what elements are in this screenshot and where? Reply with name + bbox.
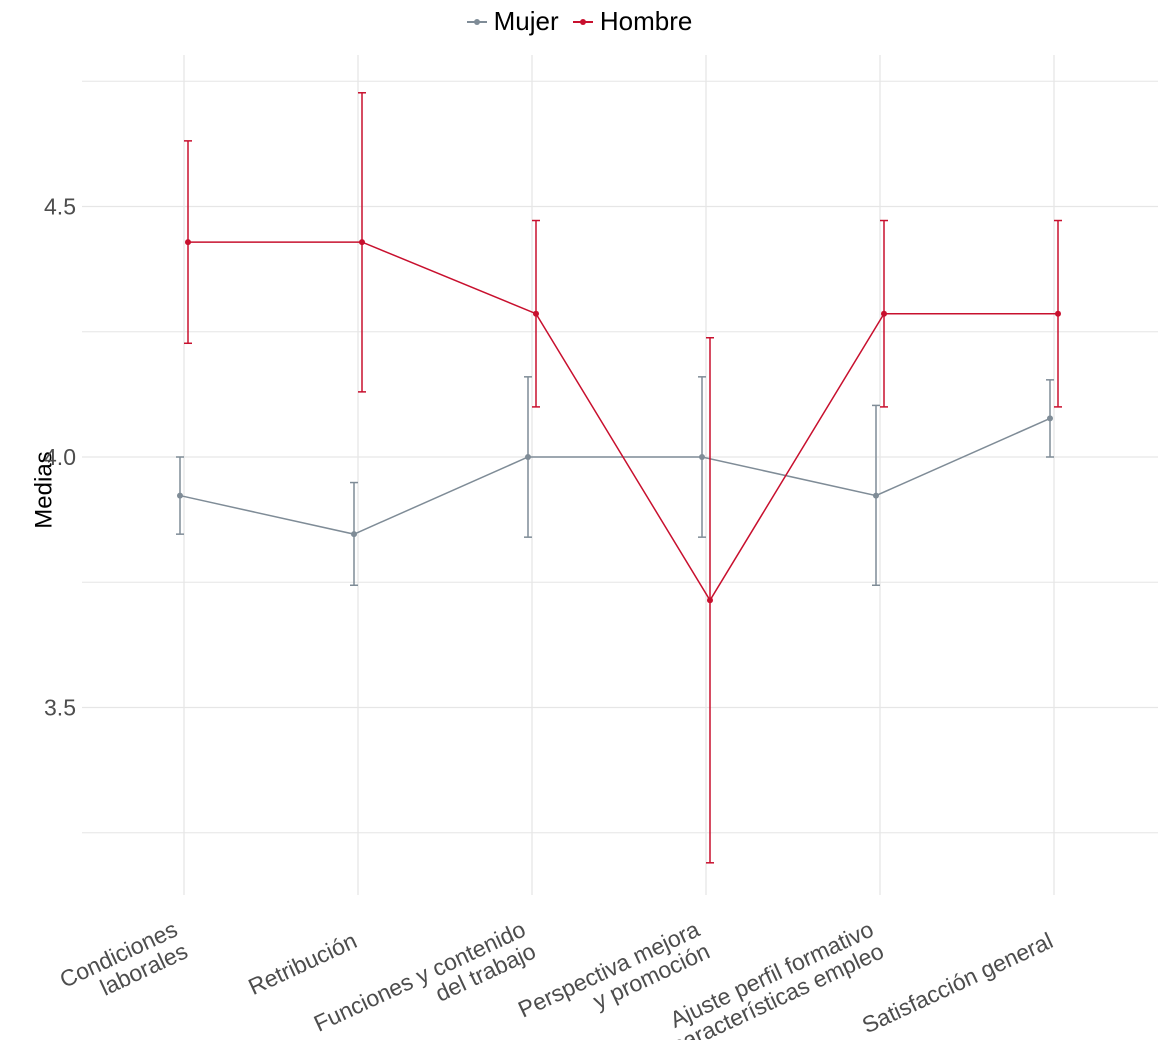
y-tick-label-0: 3.5 — [44, 695, 76, 721]
point-mujer-1 — [351, 531, 357, 538]
series-line-hombre — [188, 241, 1058, 602]
point-mujer-3 — [699, 454, 705, 460]
x-tick-label-5: Satisfacción general — [858, 927, 1057, 1038]
point-mujer-2 — [525, 454, 531, 460]
legend-label-hombre: Hombre — [599, 6, 693, 36]
x-tick-label-line: Satisfacción general — [858, 927, 1057, 1038]
legend-key-mujer — [466, 11, 488, 33]
point-mujer-5 — [1047, 415, 1053, 422]
point-hombre-3 — [707, 597, 713, 604]
x-tick-label-0: Condicioneslaborales — [56, 916, 192, 1015]
point-hombre-5 — [1055, 310, 1061, 317]
point-mujer-4 — [873, 492, 879, 499]
x-tick-label-1: Retribución — [244, 927, 360, 1000]
legend-key-hombre — [572, 11, 594, 33]
legend: Mujer Hombre — [0, 6, 1164, 40]
series-line-mujer — [179, 417, 1051, 535]
x-tick-label-line: Retribución — [244, 927, 360, 1000]
point-hombre-2 — [533, 310, 539, 317]
legend-label-mujer: Mujer — [493, 6, 559, 36]
point-hombre-4 — [881, 310, 887, 317]
legend-item-hombre: Hombre — [572, 6, 692, 37]
legend-item-mujer: Mujer — [466, 6, 559, 37]
y-tick-label-2: 4.5 — [44, 194, 76, 220]
point-hombre-1 — [359, 239, 365, 246]
y-tick-label-1: 4.0 — [44, 444, 76, 470]
point-mujer-0 — [177, 492, 183, 499]
point-hombre-0 — [185, 239, 191, 246]
